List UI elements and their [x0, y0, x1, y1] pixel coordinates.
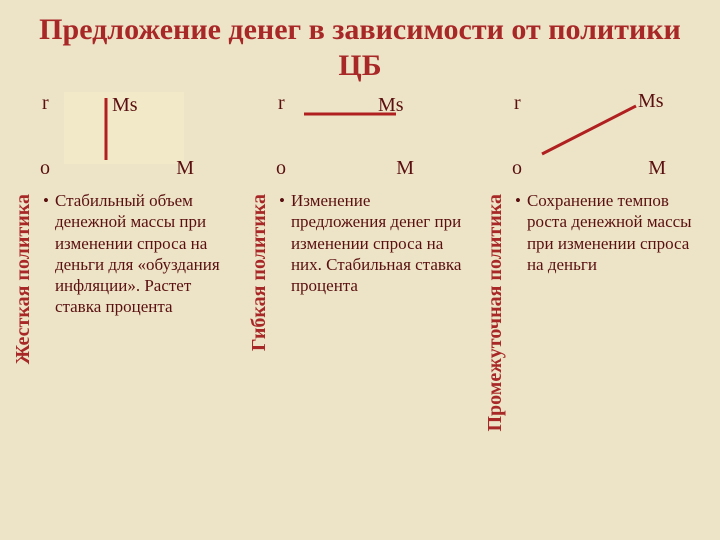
col-flexible: r о Ms M Гибкая политика •Изменение пред…: [246, 92, 474, 436]
axis-origin-label: о: [276, 157, 286, 180]
axis-x-label: M: [176, 157, 194, 180]
bullet-text: Изменение предложения денег при изменени…: [291, 190, 468, 296]
page-title: Предложение денег в зависимости от полит…: [0, 0, 720, 92]
policy-label-intermediate: Промежуточная политика: [482, 190, 509, 436]
ms-label: Ms: [112, 94, 138, 117]
chart-rigid: r о Ms M: [34, 92, 214, 182]
axis-x-label: M: [396, 157, 414, 180]
ms-label: Ms: [378, 94, 404, 117]
axis-y-label: r: [278, 92, 285, 115]
bullet-flexible: •Изменение предложения денег при изменен…: [279, 190, 474, 296]
axis-origin-label: о: [40, 157, 50, 180]
axis-y-label: r: [42, 92, 49, 115]
axis-y-label: r: [514, 92, 521, 115]
chart-intermediate: r о Ms M: [506, 92, 686, 182]
axis-origin-label: о: [512, 157, 522, 180]
ms-label: Ms: [638, 90, 664, 113]
chart-flexible: r о Ms M: [270, 92, 450, 182]
bullet-intermediate: •Сохранение темпов роста денежной массы …: [515, 190, 710, 275]
col-rigid: r о Ms M Жесткая политика •Стабильный об…: [10, 92, 238, 436]
axis-x-label: M: [648, 157, 666, 180]
bullet-text: Сохранение темпов роста денежной массы п…: [527, 190, 704, 275]
policy-label-flexible: Гибкая политика: [246, 190, 273, 355]
bullet-rigid: •Стабильный объем денежной массы при изм…: [43, 190, 238, 318]
col-intermediate: r о Ms M Промежуточная политика •Сохране…: [482, 92, 710, 436]
bullet-text: Стабильный объем денежной массы при изме…: [55, 190, 232, 318]
policy-label-rigid: Жесткая политика: [10, 190, 37, 368]
columns-container: r о Ms M Жесткая политика •Стабильный об…: [0, 92, 720, 436]
